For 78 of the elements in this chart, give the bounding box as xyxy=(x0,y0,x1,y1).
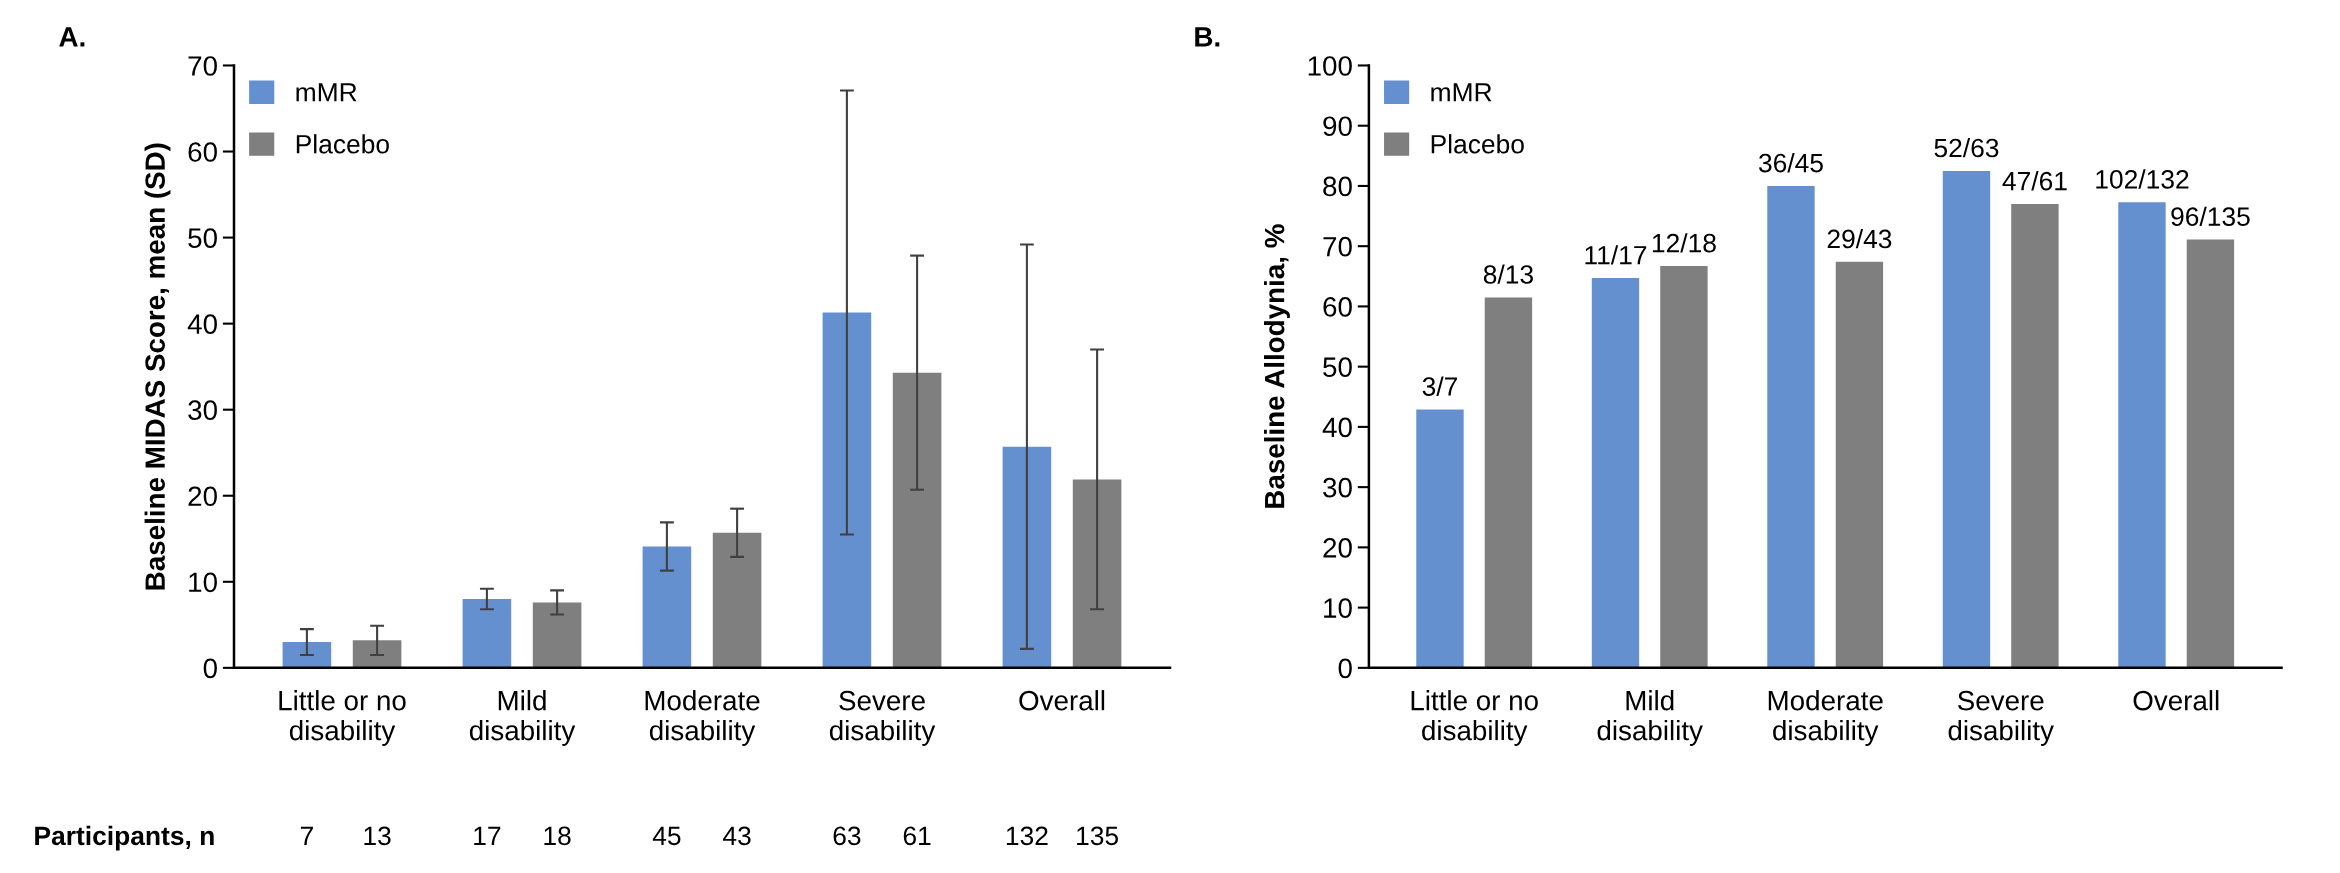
data-label: 3/7 xyxy=(1422,376,1457,396)
chart-title: A. xyxy=(59,27,85,47)
bar xyxy=(2186,239,2235,668)
bar xyxy=(282,642,332,668)
chart-title: B. xyxy=(1195,27,1220,47)
text: 61 xyxy=(903,826,931,846)
bar xyxy=(2011,204,2059,668)
legend-label: Placebo xyxy=(296,134,389,154)
x-tick-label: Severe disability xyxy=(1948,690,2054,746)
bar xyxy=(1002,446,1052,668)
y-tick-label: 50 xyxy=(188,228,217,248)
x-tick-label: Severe disability xyxy=(829,690,936,746)
text: 63 xyxy=(833,826,861,846)
text: 132 xyxy=(1006,826,1048,846)
x-tick-label: Moderate disability xyxy=(645,690,760,746)
data-label: 8/13 xyxy=(1483,264,1533,284)
y-tick-label: 70 xyxy=(1323,236,1352,257)
text: 135 xyxy=(1077,826,1119,846)
y-tick-label: 90 xyxy=(1323,116,1352,137)
data-label: 29/43 xyxy=(1827,228,1892,249)
bar xyxy=(1484,297,1533,668)
y-tick-label: 30 xyxy=(1323,477,1352,498)
y-tick-label: 80 xyxy=(1323,176,1352,197)
bar xyxy=(1591,278,1640,668)
y-tick-label: 10 xyxy=(189,572,217,593)
bar xyxy=(2118,202,2166,668)
x-tick-label: Overall xyxy=(2133,690,2219,711)
y-tick-label: 20 xyxy=(188,486,217,507)
bar xyxy=(822,312,872,668)
y-tick-label: 70 xyxy=(188,56,217,76)
text: 45 xyxy=(652,826,681,846)
data-label: 52/63 xyxy=(1934,137,1999,158)
x-tick-label: Mild disability xyxy=(1597,690,1703,746)
bar xyxy=(1767,185,1815,668)
text: 13 xyxy=(364,826,391,846)
x-tick-label: Moderate disability xyxy=(1768,690,1883,746)
text: Participants, n xyxy=(35,825,214,851)
y-tick-label: 40 xyxy=(1322,417,1352,438)
bar xyxy=(1072,479,1122,668)
x-tick-label: Mild disability xyxy=(469,690,576,746)
data-label: 36/45 xyxy=(1758,153,1823,173)
bar xyxy=(1660,266,1708,668)
bar xyxy=(462,599,512,668)
bar xyxy=(1942,170,1991,668)
y-tick-label: 20 xyxy=(1323,538,1352,558)
legend-label: mMR xyxy=(296,83,357,102)
x-tick-label: Overall xyxy=(1019,690,1105,711)
y-tick-label: 30 xyxy=(188,400,217,421)
bar xyxy=(1416,409,1464,668)
y-tick-label: 60 xyxy=(188,142,217,162)
data-label: 12/18 xyxy=(1652,233,1716,253)
bar xyxy=(532,602,582,668)
data-label: 96/135 xyxy=(2171,206,2250,227)
bar xyxy=(1835,261,1884,668)
y-axis-title: Baseline MIDAS Score, mean (SD) xyxy=(144,143,171,590)
bar xyxy=(712,532,762,668)
bar xyxy=(352,640,402,668)
y-tick-label: 100 xyxy=(1308,56,1352,76)
bar xyxy=(642,546,692,668)
data-label: 11/17 xyxy=(1585,245,1647,265)
x-tick-label: Little or no disability xyxy=(1411,690,1538,746)
y-tick-label: 0 xyxy=(1338,658,1352,679)
text: 43 xyxy=(723,826,751,846)
y-tick-label: 0 xyxy=(203,658,217,679)
legend-label: mMR xyxy=(1431,83,1492,102)
y-tick-label: 10 xyxy=(1324,598,1352,618)
y-tick-label: 40 xyxy=(187,314,217,334)
text: 18 xyxy=(544,826,571,846)
data-label: 47/61 xyxy=(2002,171,2067,191)
data-label: 102/132 xyxy=(2096,169,2189,189)
y-tick-label: 60 xyxy=(1323,297,1352,317)
legend-label: Placebo xyxy=(1431,134,1524,154)
bar xyxy=(892,372,942,668)
text: 7 xyxy=(300,826,313,845)
text: 17 xyxy=(474,826,501,845)
y-axis-title: Baseline Allodynia, % xyxy=(1264,224,1290,508)
y-tick-label: 50 xyxy=(1323,357,1352,377)
x-tick-label: Little or no disability xyxy=(279,690,406,746)
